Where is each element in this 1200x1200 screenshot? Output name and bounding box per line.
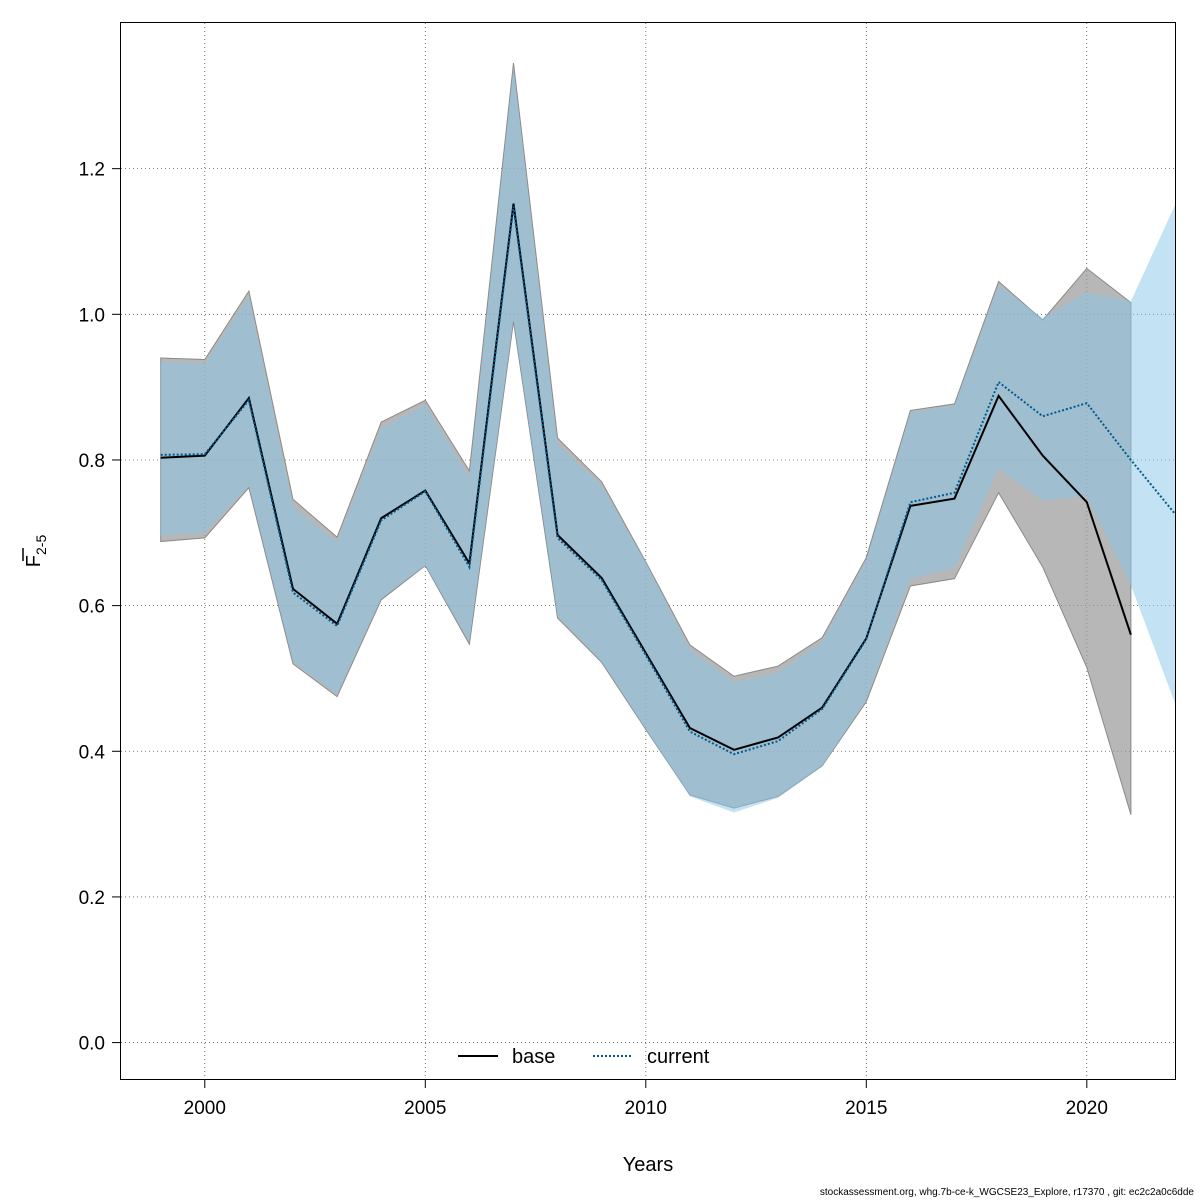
legend-current-label: current — [647, 1046, 710, 1068]
line-base — [160, 203, 1132, 751]
y-axis: 0.0 0.2 0.4 0.6 0.8 1.0 1.2 — [79, 160, 121, 1055]
x-axis-title: Years — [623, 1154, 673, 1176]
x-axis: 2000 2005 2010 2015 2020 — [184, 1079, 1108, 1119]
y-tick-label: 0.0 — [79, 1034, 105, 1055]
y-tick-label: 0.2 — [79, 888, 105, 909]
y-axis-title: F2-5 — [22, 535, 49, 568]
y-tick-label: 0.4 — [79, 742, 106, 763]
footer-credit: stockassessment.org, whg.7b-ce-k_WGCSE23… — [819, 1187, 1194, 1198]
line-current — [160, 206, 1176, 756]
x-tick-label: 2000 — [184, 1098, 226, 1119]
legend: base current — [458, 1046, 710, 1068]
confidence-bands — [160, 62, 1176, 815]
x-tick-label: 2020 — [1066, 1098, 1108, 1119]
y-axis-title-sub: 2-5 — [33, 535, 49, 555]
plot-frame — [120, 22, 1176, 1080]
y-tick-label: 0.8 — [79, 451, 105, 472]
x-tick-label: 2015 — [845, 1098, 887, 1119]
x-tick-label: 2005 — [404, 1098, 446, 1119]
x-tick-label: 2010 — [625, 1098, 667, 1119]
y-tick-label: 0.6 — [79, 597, 105, 618]
legend-base-label: base — [512, 1046, 555, 1068]
svg-text:F2-5: F2-5 — [23, 535, 49, 568]
y-tick-label: 1.0 — [79, 305, 105, 326]
series-lines — [160, 203, 1176, 756]
band-current — [160, 66, 1176, 813]
y-tick-label: 1.2 — [79, 160, 105, 181]
y-axis-title-main: F — [23, 555, 45, 567]
